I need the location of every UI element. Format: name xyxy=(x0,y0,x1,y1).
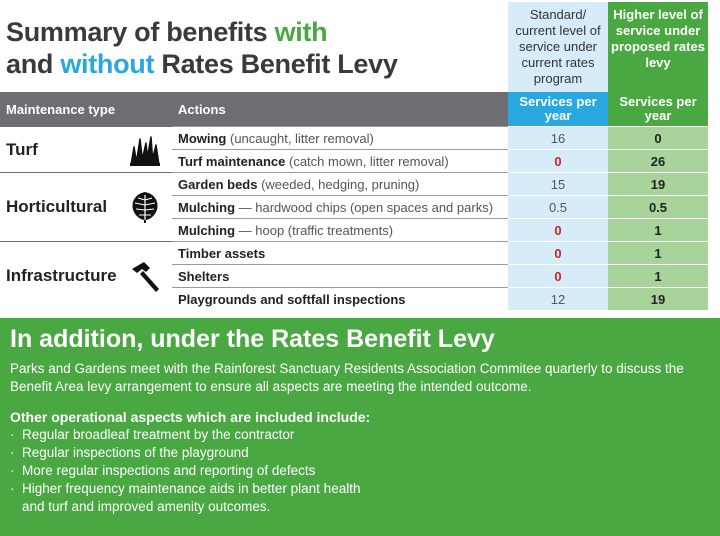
addition-title: In addition, under the Rates Benefit Lev… xyxy=(10,325,495,353)
table-row: Timber assets 0 1 xyxy=(0,241,708,264)
table-row: Mowing (uncaught, litter removal) 16 0 xyxy=(0,126,708,149)
action-name: Timber assets xyxy=(178,246,266,261)
action-cell: Turf maintenance (catch mown, litter rem… xyxy=(172,149,508,172)
services-per-year-standard-header: Services per year xyxy=(508,92,608,126)
higher-services-cell: 0 xyxy=(608,126,708,149)
standard-services-cell: 0.5 xyxy=(508,195,608,218)
higher-services-cell: 0.5 xyxy=(608,195,708,218)
table-row: Mulching — hoop (traffic treatments) 0 1 xyxy=(0,218,708,241)
table-header: Maintenance type Actions Services per ye… xyxy=(0,92,708,126)
action-name: Mulching xyxy=(178,200,236,215)
hammer-icon xyxy=(132,262,159,292)
higher-service-column-header: Higher level of service under proposed r… xyxy=(608,2,708,92)
actions-header: Actions xyxy=(172,92,508,126)
page-title: Summary of benefits with and without Rat… xyxy=(6,16,506,80)
standard-service-column-header: Standard/ current level of service under… xyxy=(508,2,608,92)
action-detail: (uncaught, litter removal) xyxy=(226,131,374,146)
action-cell: Garden beds (weeded, hedging, pruning) xyxy=(172,172,508,195)
table-row: Playgrounds and softfall inspections 12 … xyxy=(0,287,708,310)
standard-services-cell: 0 xyxy=(508,264,608,287)
action-name: Garden beds xyxy=(178,177,258,192)
higher-services-cell: 1 xyxy=(608,241,708,264)
higher-services-cell: 19 xyxy=(608,287,708,310)
action-detail: — hardwood chips (open spaces and parks) xyxy=(235,200,494,215)
table-row: Mulching — hardwood chips (open spaces a… xyxy=(0,195,708,218)
table-row: Turf maintenance (catch mown, litter rem… xyxy=(0,149,708,172)
group-horticultural: Horticultural xyxy=(0,172,172,241)
action-name: Shelters xyxy=(178,269,230,284)
standard-services-cell: 15 xyxy=(508,172,608,195)
action-detail: — hoop (traffic treatments) xyxy=(235,223,394,238)
addition-panel: In addition, under the Rates Benefit Lev… xyxy=(0,318,720,536)
action-cell: Mulching — hoop (traffic treatments) xyxy=(172,218,508,241)
list-item: Higher frequency maintenance aids in bet… xyxy=(10,480,710,498)
higher-services-cell: 26 xyxy=(608,149,708,172)
table-row: Shelters 0 1 xyxy=(0,264,708,287)
group-label: Horticultural xyxy=(6,197,108,216)
services-per-year-higher-header: Services per year xyxy=(608,92,708,126)
action-cell: Playgrounds and softfall inspections xyxy=(172,287,508,310)
group-infrastructure: Infrastructure xyxy=(0,241,172,310)
action-detail: (catch mown, litter removal) xyxy=(285,154,449,169)
higher-services-cell: 19 xyxy=(608,172,708,195)
list-item: Regular broadleaf treatment by the contr… xyxy=(10,426,710,444)
standard-services-cell: 0 xyxy=(508,149,608,172)
list-item: Regular inspections of the playground xyxy=(10,444,710,462)
title-highlight-without: without xyxy=(60,49,155,79)
table-row: Garden beds (weeded, hedging, pruning) 1… xyxy=(0,172,708,195)
action-cell: Timber assets xyxy=(172,241,508,264)
addition-text: Parks and Gardens meet with the Rainfore… xyxy=(10,361,684,394)
action-cell: Mulching — hardwood chips (open spaces a… xyxy=(172,195,508,218)
aspects-list: Regular broadleaf treatment by the contr… xyxy=(10,426,710,516)
group-label: Turf xyxy=(6,139,38,159)
title-text: and xyxy=(6,49,61,79)
higher-services-cell: 1 xyxy=(608,264,708,287)
standard-services-cell: 12 xyxy=(508,287,608,310)
title-text: Rates Benefit Levy xyxy=(154,49,398,79)
standard-services-cell: 0 xyxy=(508,241,608,264)
aspects-heading: Other operational aspects which are incl… xyxy=(10,409,371,425)
action-name: Mulching xyxy=(178,223,236,238)
maintenance-type-header: Maintenance type xyxy=(0,92,172,126)
group-label: Infrastructure xyxy=(6,266,117,285)
action-cell: Shelters xyxy=(172,264,508,287)
action-name: Playgrounds and softfall inspections xyxy=(178,292,406,307)
title-highlight-with: with xyxy=(274,17,328,47)
list-item-continuation: and turf and improved amenity outcomes. xyxy=(22,499,271,514)
action-name: Turf maintenance xyxy=(178,154,286,169)
standard-services-cell: 0 xyxy=(508,218,608,241)
higher-services-cell: 1 xyxy=(608,218,708,241)
standard-services-cell: 16 xyxy=(508,126,608,149)
action-detail: (weeded, hedging, pruning) xyxy=(257,177,420,192)
group-turf: Turf xyxy=(0,126,172,172)
action-name: Mowing xyxy=(178,131,227,146)
list-item: More regular inspections and reporting o… xyxy=(10,462,710,480)
title-text: Summary of benefits xyxy=(6,17,275,47)
grass-icon xyxy=(130,135,160,166)
leaf-icon xyxy=(132,192,158,223)
action-cell: Mowing (uncaught, litter removal) xyxy=(172,126,508,149)
